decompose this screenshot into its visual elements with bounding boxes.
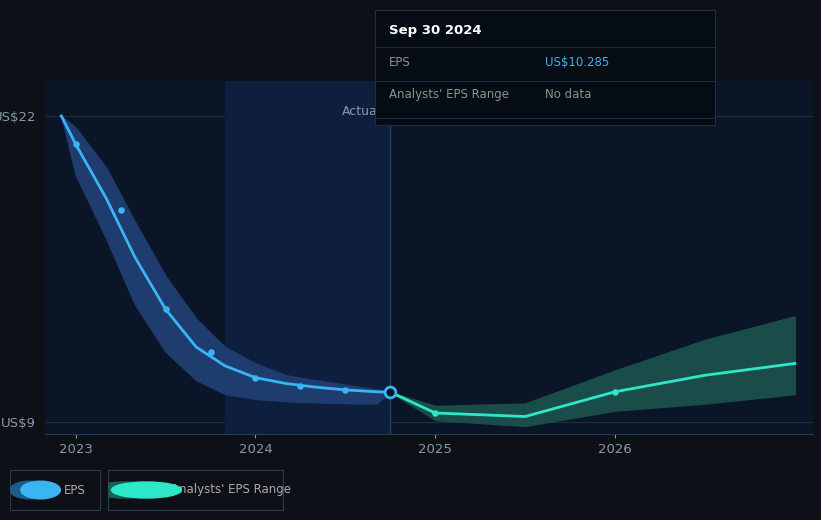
Point — [339, 386, 352, 394]
Text: Actual: Actual — [342, 106, 381, 119]
Circle shape — [10, 481, 49, 499]
Bar — [225, 81, 390, 434]
Text: US$10.285: US$10.285 — [545, 56, 609, 69]
Text: EPS: EPS — [64, 484, 85, 497]
Circle shape — [90, 482, 160, 498]
Point — [204, 347, 217, 356]
Text: Sep 30 2024: Sep 30 2024 — [388, 24, 481, 37]
Text: Analysts' EPS Range: Analysts' EPS Range — [171, 484, 291, 497]
Text: EPS: EPS — [388, 56, 410, 69]
Circle shape — [21, 481, 61, 499]
Point — [159, 305, 172, 314]
Text: No data: No data — [545, 88, 591, 101]
Point — [429, 409, 442, 417]
Point — [294, 382, 307, 390]
Point — [249, 373, 262, 382]
Point — [69, 140, 82, 148]
Text: Analysts Forecasts: Analysts Forecasts — [399, 106, 516, 119]
Circle shape — [112, 482, 181, 498]
Point — [383, 388, 397, 396]
Point — [608, 387, 621, 396]
Text: Analysts' EPS Range: Analysts' EPS Range — [388, 88, 508, 101]
Point — [114, 206, 127, 214]
